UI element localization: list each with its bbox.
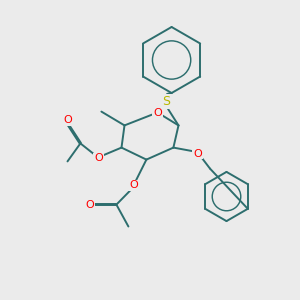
Text: O: O xyxy=(85,200,94,210)
Text: O: O xyxy=(129,180,138,190)
Text: O: O xyxy=(193,148,202,159)
Text: S: S xyxy=(163,95,170,108)
Text: O: O xyxy=(63,115,72,125)
Text: O: O xyxy=(153,107,162,118)
Text: O: O xyxy=(94,153,103,164)
